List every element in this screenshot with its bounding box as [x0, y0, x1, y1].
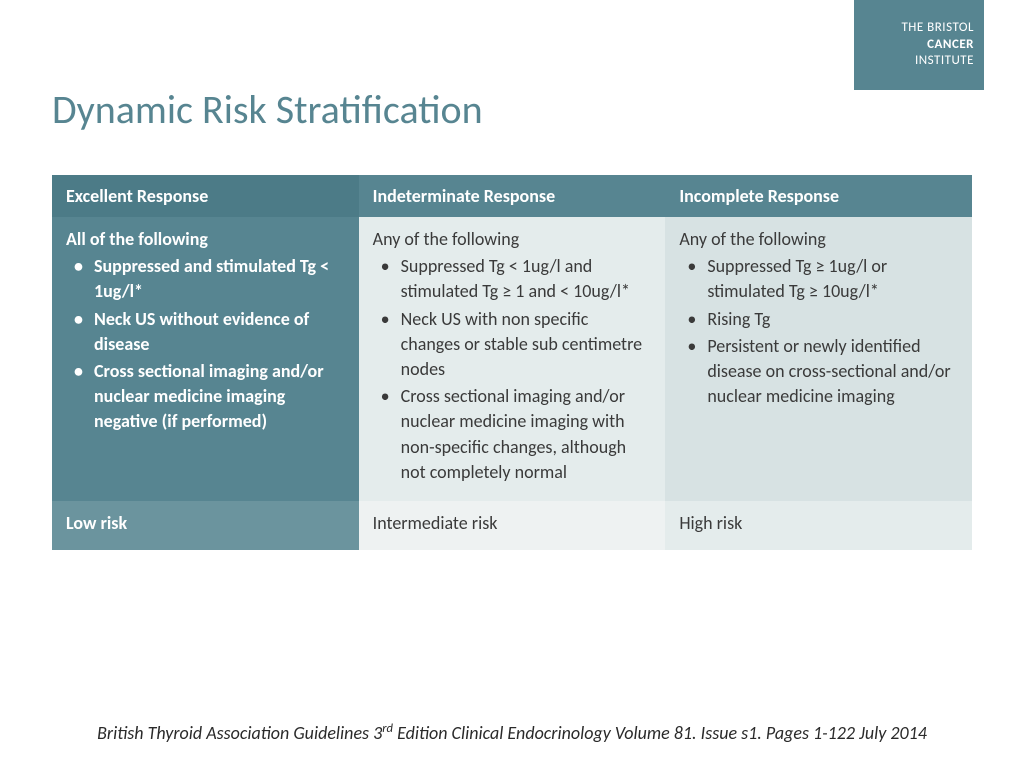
cell-lead: Any of the following — [373, 227, 652, 252]
logo-line-3: INSTITUTE — [915, 53, 974, 70]
brand-logo-badge: THE BRISTOL CANCER INSTITUTE — [854, 0, 984, 90]
bullet-item: Cross sectional imaging and/or nuclear m… — [70, 359, 345, 435]
table-body-row: All of the following Suppressed and stim… — [52, 217, 972, 501]
cell-lead: All of the following — [66, 227, 345, 252]
table-header-row: Excellent Response Indeterminate Respons… — [52, 175, 972, 217]
col-header-incomplete: Incomplete Response — [665, 175, 972, 217]
col-header-excellent: Excellent Response — [52, 175, 359, 217]
cell-incomplete-body: Any of the following Suppressed Tg ≥ 1ug… — [665, 217, 972, 501]
cell-lead: Any of the following — [679, 227, 958, 252]
citation-suffix: Edition Clinical Endocrinology Volume 81… — [393, 722, 927, 744]
citation-ordinal: rd — [382, 721, 393, 736]
bullet-item: Cross sectional imaging and/or nuclear m… — [377, 384, 652, 485]
cell-excellent-body: All of the following Suppressed and stim… — [52, 217, 359, 501]
citation-prefix: British Thyroid Association Guidelines 3 — [97, 722, 382, 744]
citation-text: British Thyroid Association Guidelines 3… — [0, 721, 1024, 744]
bullet-item: Suppressed and stimulated Tg < 1ug/l* — [70, 254, 345, 304]
table-footer-row: Low risk Intermediate risk High risk — [52, 501, 972, 550]
cell-footer-intermediate: Intermediate risk — [359, 501, 666, 550]
risk-stratification-table: Excellent Response Indeterminate Respons… — [52, 175, 972, 550]
cell-footer-low: Low risk — [52, 501, 359, 550]
bullet-list: Suppressed Tg < 1ug/l and stimulated Tg … — [373, 254, 652, 485]
bullet-item: Suppressed Tg < 1ug/l and stimulated Tg … — [377, 254, 652, 304]
logo-line-2: CANCER — [927, 37, 974, 54]
slide-title: Dynamic Risk Stratification — [52, 85, 483, 134]
bullet-item: Suppressed Tg ≥ 1ug/l or stimulated Tg ≥… — [683, 254, 958, 304]
bullet-item: Persistent or newly identified disease o… — [683, 334, 958, 410]
bullet-list: Suppressed and stimulated Tg < 1ug/l* Ne… — [66, 254, 345, 434]
logo-line-1: THE BRISTOL — [901, 20, 974, 37]
bullet-item: Rising Tg — [683, 307, 958, 332]
bullet-item: Neck US without evidence of disease — [70, 307, 345, 357]
bullet-item: Neck US with non specific changes or sta… — [377, 307, 652, 383]
risk-table-container: Excellent Response Indeterminate Respons… — [52, 175, 972, 550]
col-header-indeterminate: Indeterminate Response — [359, 175, 666, 217]
cell-indeterminate-body: Any of the following Suppressed Tg < 1ug… — [359, 217, 666, 501]
cell-footer-high: High risk — [665, 501, 972, 550]
bullet-list: Suppressed Tg ≥ 1ug/l or stimulated Tg ≥… — [679, 254, 958, 409]
